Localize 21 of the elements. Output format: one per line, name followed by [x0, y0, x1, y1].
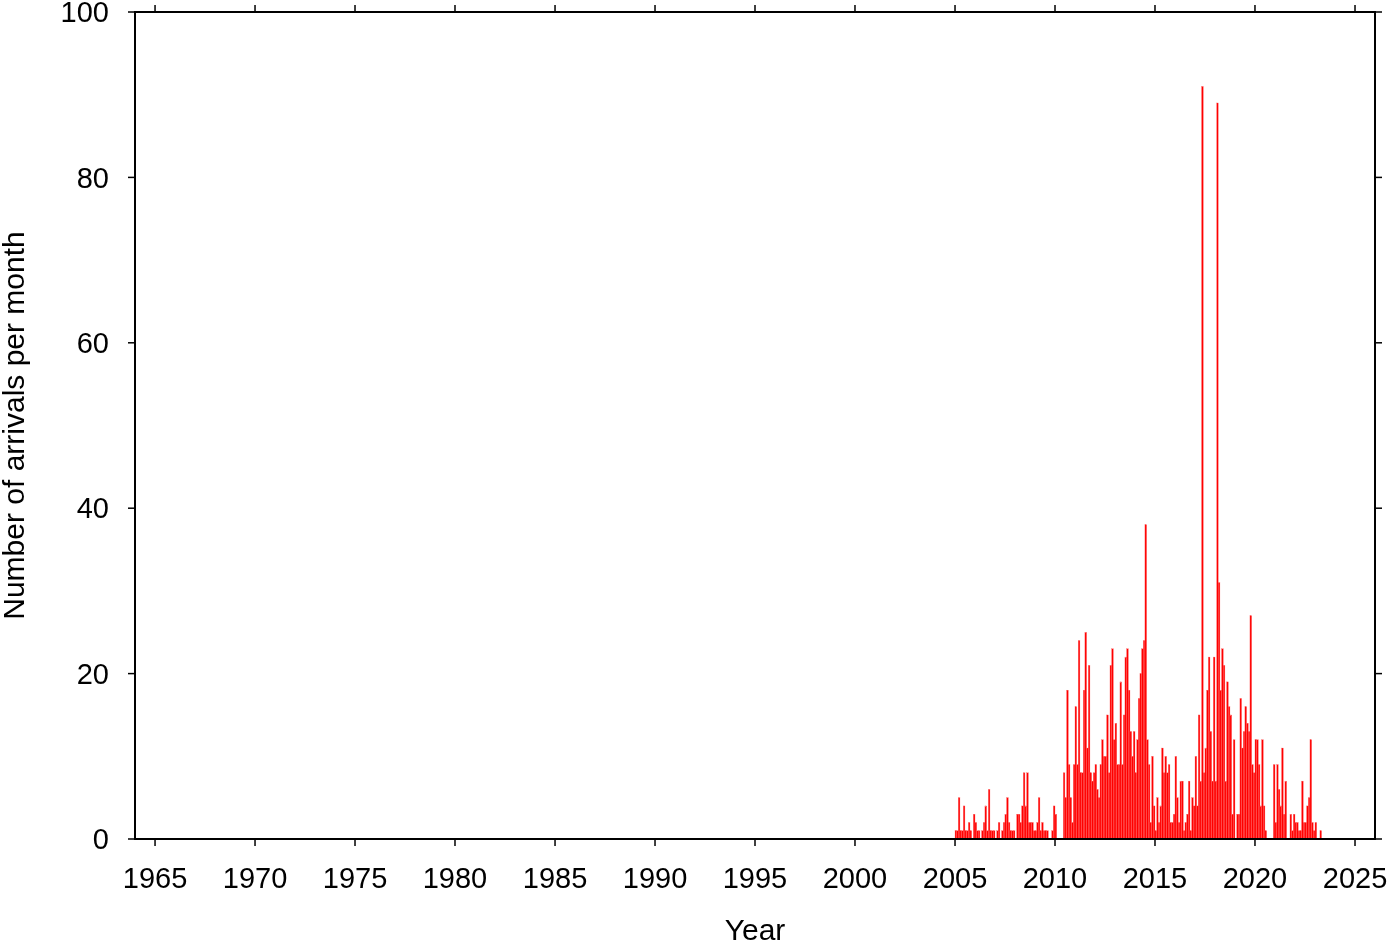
x-tick-label: 1975 [322, 862, 388, 894]
y-tick-label: 40 [76, 492, 109, 525]
x-tick-label: 2005 [922, 862, 988, 894]
y-tick-label: 100 [60, 0, 109, 29]
x-tick-label: 1970 [222, 862, 288, 894]
x-tick-label: 2020 [1222, 862, 1288, 894]
x-tick-label: 2000 [822, 862, 888, 894]
x-tick-label: 1995 [722, 862, 788, 894]
y-tick-label: 60 [76, 326, 109, 359]
x-tick-label: 1985 [522, 862, 588, 894]
y-tick-label: 20 [76, 657, 109, 690]
x-tick-label: 1990 [622, 862, 688, 894]
y-tick-label: 0 [92, 823, 109, 856]
x-tick-label: 1980 [422, 862, 488, 894]
x-axis-title: Year [724, 913, 786, 942]
y-tick-label: 80 [76, 161, 109, 194]
x-tick-label: 2010 [1022, 862, 1088, 894]
x-tick-label: 2025 [1322, 862, 1388, 894]
x-tick-label: 2015 [1122, 862, 1188, 894]
y-axis-title: Number of arrivals per month [0, 231, 30, 620]
x-tick-label: 1965 [122, 862, 188, 894]
